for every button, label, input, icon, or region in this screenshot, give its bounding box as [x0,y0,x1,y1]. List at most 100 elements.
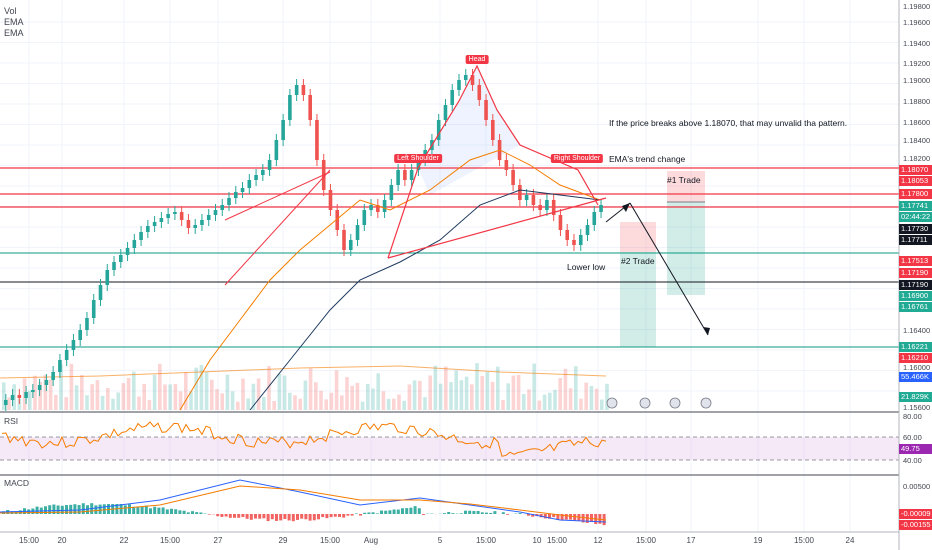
rsi-pane[interactable] [0,421,899,461]
macd-hist [60,505,64,514]
macd-hist [220,514,224,517]
candle-body [545,200,549,210]
event-icon [606,397,618,409]
time-tick: 15:00 [793,536,815,545]
candle-body [348,240,353,250]
time-tick: 27 [213,536,223,545]
macd-hist [451,513,455,514]
price-tag[interactable]: 1.16221 [899,342,932,352]
trade2-label[interactable]: #2 Trade [621,256,655,266]
price-tag[interactable]: 1.17190 [899,268,932,278]
macd-hist [237,514,241,518]
volume-bar [475,363,479,410]
macd-hist [506,514,509,515]
candle-body [132,240,137,248]
macd-hist [157,507,161,514]
macd-hist [548,514,551,519]
trade1-label[interactable]: #1 Trade [667,175,701,185]
macd-hist [405,508,409,514]
macd-pane[interactable] [0,479,607,526]
macd-hist [346,514,350,516]
candle-body [24,392,28,398]
candle-body [457,80,461,90]
volume-bar [324,399,328,410]
volume-bar [548,392,552,410]
macd-hist [325,514,329,519]
price-tag[interactable]: 1.17730 [899,224,932,234]
candle-body [463,75,468,80]
candle-body [518,185,522,200]
countdown-tag[interactable]: 02:44:22 [899,212,932,222]
right-shoulder-label[interactable]: Right Shoulder [550,154,604,163]
macd-hist [543,514,547,519]
macd-hist [275,514,278,521]
volume-bar [288,392,292,410]
volume-tag[interactable]: 55.466K [899,372,932,382]
volume-bar [43,375,48,410]
legend-ema-2[interactable]: EMA [4,28,24,38]
macd-hist [443,513,446,514]
macd-hist [489,512,493,514]
price-tag[interactable]: 1.17741 [899,201,932,211]
left-shoulder-label[interactable]: Left Shoulder [394,154,442,163]
volume-bar [173,383,178,410]
candle-body [200,220,204,225]
price-tag[interactable]: 1.17190 [899,280,932,290]
volume-bar [246,398,250,410]
volume-bar [277,373,282,410]
volume-bar [532,363,536,410]
macd-hist [56,505,60,514]
rsi-label[interactable]: RSI [4,416,19,426]
volume-bar [28,390,32,410]
volume-bar [236,401,240,410]
candle-body [565,230,570,240]
macd-tag[interactable]: -0.00009 [899,509,932,519]
volume-bar [496,366,500,410]
price-tag[interactable]: 1.16900 [899,291,932,301]
macd-label[interactable]: MACD [4,478,30,488]
candle-body [213,210,218,215]
macd-tag[interactable]: -0.00155 [899,520,932,530]
price-tag[interactable]: 1.18070 [899,165,932,175]
volume-bar [100,395,105,410]
macd-hist [401,508,404,514]
macd-hist [539,514,543,518]
volume-bar [506,383,510,410]
candlesticks[interactable] [4,69,603,411]
candle-body [531,195,536,205]
candle-body [592,212,597,225]
lower-low-note[interactable]: Lower low [567,262,606,272]
price-tag[interactable]: 1.17711 [899,235,932,245]
arrow-head [622,203,630,212]
ema-note[interactable]: EMA's trend change [609,154,686,164]
head-label[interactable]: Head [465,55,489,64]
candle-body [166,214,170,218]
breakout-note[interactable]: If the price breaks above 1.18070, that … [609,118,848,128]
projection-arrow [629,202,709,336]
volume-tag[interactable]: 21.829K [899,392,932,402]
macd-hist [153,506,157,514]
price-tag[interactable]: 1.16761 [899,302,932,312]
volume-bar [152,374,157,410]
legend-ema-1[interactable]: EMA [4,17,24,27]
rsi-value-tag[interactable]: 49.75 [899,444,932,454]
candle-body [58,360,62,372]
volume-bar [470,384,474,410]
legend-vol[interactable]: Vol [4,6,17,16]
ema-slow-line [249,189,601,411]
macd-hist [417,508,421,514]
candle-body [585,225,590,235]
price-tag[interactable]: 1.17800 [899,189,932,199]
price-tag[interactable]: 1.17513 [899,256,932,266]
candle-body [342,230,346,250]
volume-bar [345,377,349,410]
price-tag[interactable]: 1.16210 [899,353,932,363]
macd-hist [258,514,262,519]
price-tag[interactable]: 1.18053 [899,176,932,186]
volume-bar [158,363,162,410]
drawing-shapes[interactable] [0,66,899,348]
candle-body [308,95,312,120]
volume-bar [527,389,531,410]
macd-hist [560,514,564,521]
